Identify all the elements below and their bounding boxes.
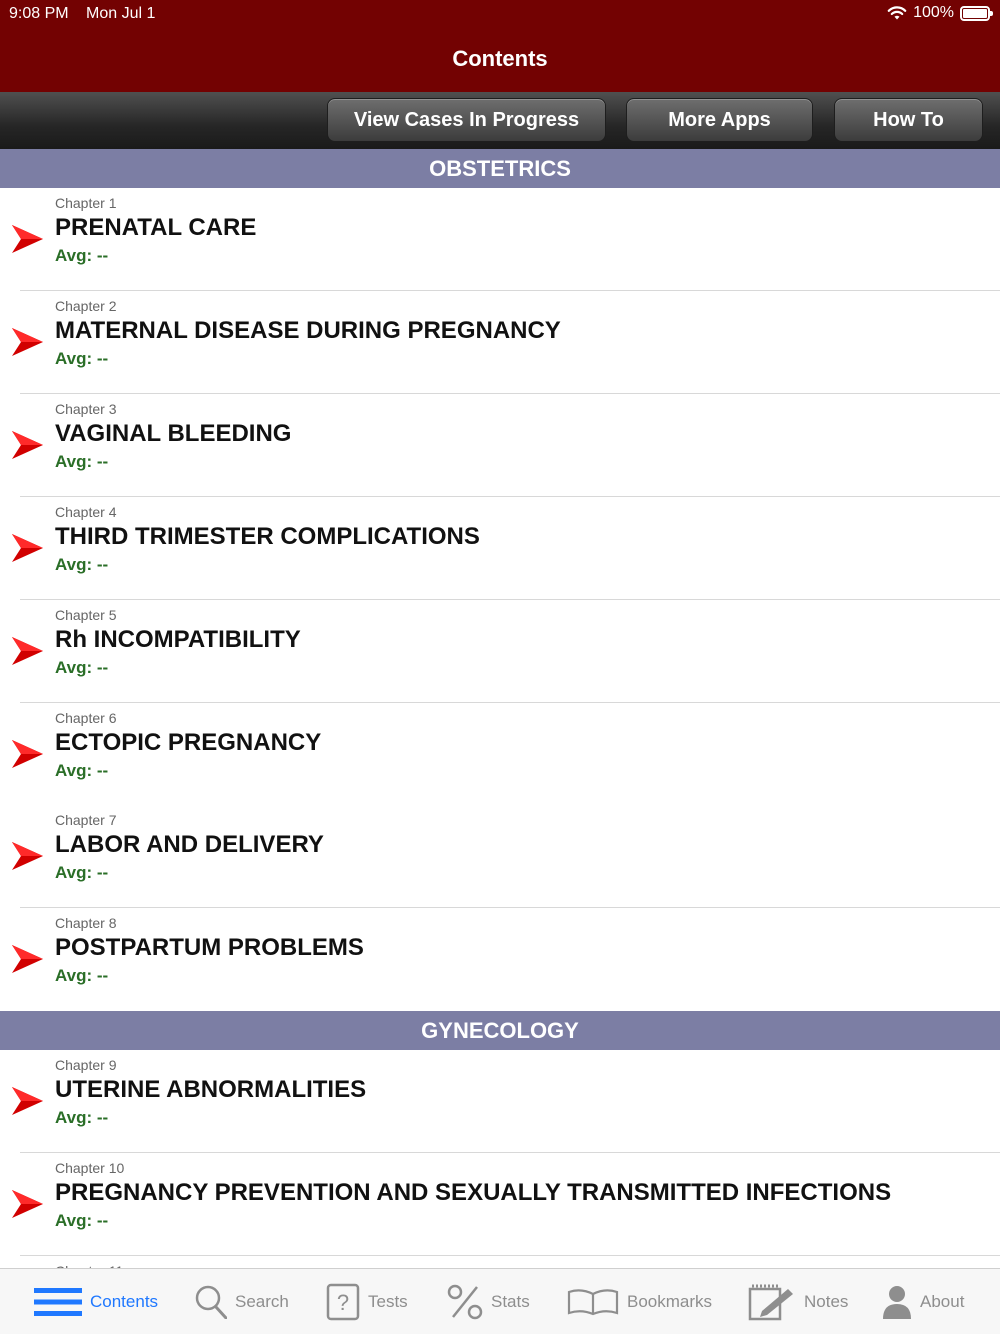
chapter-avg: Avg: -- xyxy=(55,246,109,265)
list-icon xyxy=(34,1288,82,1316)
chapter-row-4[interactable]: Chapter 4 THIRD TRIMESTER COMPLICATIONS … xyxy=(0,497,1000,600)
header: 9:08 PM Mon Jul 1 100% Contents xyxy=(0,0,1000,92)
divider xyxy=(20,599,1000,600)
battery-percent: 100% xyxy=(913,4,954,21)
arrow-right-icon xyxy=(12,431,43,459)
chapter-number: Chapter 3 xyxy=(55,401,117,417)
chapter-avg: Avg: -- xyxy=(55,966,109,985)
arrow-right-icon xyxy=(12,328,43,356)
chapter-row-2[interactable]: Chapter 2 MATERNAL DISEASE DURING PREGNA… xyxy=(0,291,1000,394)
tab-tests[interactable]: ? Tests xyxy=(326,1269,408,1334)
chapter-number: Chapter 9 xyxy=(55,1057,117,1073)
arrow-right-icon xyxy=(12,637,43,665)
chapter-number: Chapter 10 xyxy=(55,1160,125,1176)
chapter-title: MATERNAL DISEASE DURING PREGNANCY xyxy=(55,317,561,344)
chapter-title: POSTPARTUM PROBLEMS xyxy=(55,934,364,961)
toolbar: View Cases In Progress More Apps How To xyxy=(0,92,1000,149)
tab-stats[interactable]: Stats xyxy=(447,1269,530,1334)
chapter-avg: Avg: -- xyxy=(55,555,109,574)
chapter-row-8[interactable]: Chapter 8 POSTPARTUM PROBLEMS Avg: -- xyxy=(0,908,1000,1011)
tab-notes[interactable]: Notes xyxy=(748,1269,848,1334)
chapter-title: LABOR AND DELIVERY xyxy=(55,831,324,858)
page-title: Contents xyxy=(452,46,548,71)
question-sheet-icon: ? xyxy=(326,1283,360,1321)
tab-label: Tests xyxy=(368,1292,408,1311)
tab-label: Notes xyxy=(804,1292,849,1311)
arrow-right-icon xyxy=(12,1087,43,1115)
section-header-gynecology: GYNECOLOGY xyxy=(0,1011,1000,1050)
chapter-row-10[interactable]: Chapter 10 PREGNANCY PREVENTION AND SEXU… xyxy=(0,1153,1000,1256)
chapter-avg: Avg: -- xyxy=(55,1108,109,1127)
divider xyxy=(20,702,1000,703)
chapter-title: Rh INCOMPATIBILITY xyxy=(55,626,301,653)
tab-label: Search xyxy=(235,1292,289,1311)
chapter-number: Chapter 8 xyxy=(55,915,117,931)
arrow-right-icon xyxy=(12,842,43,870)
chapter-row-9[interactable]: Chapter 9 UTERINE ABNORMALITIES Avg: -- xyxy=(0,1050,1000,1153)
section-header-obstetrics: OBSTETRICS xyxy=(0,149,1000,188)
tab-bookmarks[interactable]: Bookmarks xyxy=(567,1269,712,1334)
chapter-row-6[interactable]: Chapter 6 ECTOPIC PREGNANCY Avg: -- xyxy=(0,703,1000,806)
chapter-title: ECTOPIC PREGNANCY xyxy=(55,729,322,756)
view-cases-button[interactable]: View Cases In Progress xyxy=(327,98,606,142)
chapter-row-3[interactable]: Chapter 3 VAGINAL BLEEDING Avg: -- xyxy=(0,394,1000,497)
arrow-right-icon xyxy=(12,1190,43,1218)
arrow-right-icon xyxy=(12,534,43,562)
tab-bar: Contents Search ? Tests Stats xyxy=(0,1268,1000,1334)
chapter-row-7[interactable]: Chapter 7 LABOR AND DELIVERY Avg: -- xyxy=(0,805,1000,908)
tab-label: About xyxy=(920,1292,965,1311)
notepad-pencil-icon xyxy=(748,1284,793,1321)
chapter-avg: Avg: -- xyxy=(55,1211,109,1230)
divider xyxy=(20,496,1000,497)
chapter-title: THIRD TRIMESTER COMPLICATIONS xyxy=(55,523,480,550)
tab-label: Stats xyxy=(491,1292,530,1311)
how-to-button[interactable]: How To xyxy=(834,98,983,142)
status-time: 9:08 PM xyxy=(9,5,69,22)
divider xyxy=(20,1152,1000,1153)
arrow-right-icon xyxy=(12,225,43,253)
divider xyxy=(20,290,1000,291)
chapter-number: Chapter 6 xyxy=(55,710,117,726)
chapter-avg: Avg: -- xyxy=(55,658,109,677)
status-date: Mon Jul 1 xyxy=(86,5,156,22)
person-icon xyxy=(883,1286,911,1319)
search-icon xyxy=(195,1285,227,1319)
chapter-title: PREGNANCY PREVENTION AND SEXUALLY TRANSM… xyxy=(55,1179,892,1206)
chapter-avg: Avg: -- xyxy=(55,863,109,882)
chapter-number: Chapter 2 xyxy=(55,298,117,314)
chapter-avg: Avg: -- xyxy=(55,452,109,471)
divider xyxy=(20,393,1000,394)
arrow-right-icon xyxy=(12,945,43,973)
chapter-row-1[interactable]: Chapter 1 PRENATAL CARE Avg: -- xyxy=(0,188,1000,291)
tab-label: Bookmarks xyxy=(627,1292,713,1311)
more-apps-button[interactable]: More Apps xyxy=(626,98,813,142)
chapter-avg: Avg: -- xyxy=(55,349,109,368)
tab-contents[interactable]: Contents xyxy=(34,1269,158,1334)
chapter-row-5[interactable]: Chapter 5 Rh INCOMPATIBILITY Avg: -- xyxy=(0,600,1000,703)
open-book-icon xyxy=(567,1289,619,1316)
tab-about[interactable]: About xyxy=(882,1269,964,1334)
chapter-title: VAGINAL BLEEDING xyxy=(55,420,292,447)
percent-icon xyxy=(447,1284,483,1320)
tab-search[interactable]: Search xyxy=(195,1269,289,1334)
chapter-title: PRENATAL CARE xyxy=(55,214,257,241)
tab-label: Contents xyxy=(90,1292,159,1311)
status-right: 100% xyxy=(887,4,993,22)
chapter-title: UTERINE ABNORMALITIES xyxy=(55,1076,367,1103)
status-bar: 9:08 PM Mon Jul 1 100% xyxy=(0,0,1000,28)
divider xyxy=(20,1255,1000,1256)
wifi-icon xyxy=(887,6,907,20)
chapter-number: Chapter 4 xyxy=(55,504,117,520)
chapter-number: Chapter 5 xyxy=(55,607,117,623)
chapter-avg: Avg: -- xyxy=(55,761,109,780)
svg-text:?: ? xyxy=(337,1290,349,1315)
chapter-number: Chapter 1 xyxy=(55,195,117,211)
chapter-number: Chapter 7 xyxy=(55,812,117,828)
divider xyxy=(20,907,1000,908)
battery-icon xyxy=(960,5,993,21)
arrow-right-icon xyxy=(12,740,43,768)
